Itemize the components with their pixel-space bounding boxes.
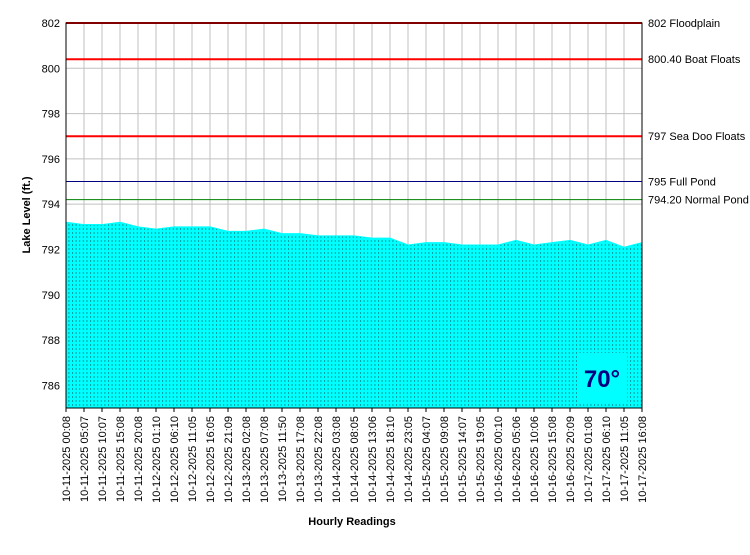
x-tick-label: 10-16-2025 00:10 <box>493 416 505 503</box>
x-tick-label: 10-17-2025 06:10 <box>601 416 613 503</box>
x-tick-label: 10-12-2025 11:05 <box>187 416 199 502</box>
reference-label: 797 Sea Doo Floats <box>648 131 746 143</box>
x-tick-label: 10-17-2025 11:05 <box>619 416 631 502</box>
annotation: 70° <box>584 366 620 393</box>
x-tick-label: 10-16-2025 05:06 <box>511 416 523 503</box>
x-tick-label: 10-11-2025 20:08 <box>133 416 145 502</box>
x-tick-label: 10-14-2025 18:10 <box>385 416 397 503</box>
x-tick-label: 10-11-2025 05:07 <box>79 416 91 502</box>
annotation-box <box>577 353 627 403</box>
x-tick-label: 10-14-2025 23:05 <box>403 416 415 503</box>
x-axis-title: Hourly Readings <box>308 516 395 528</box>
x-tick-label: 10-14-2025 08:05 <box>349 416 361 503</box>
y-tick-label: 788 <box>42 335 60 347</box>
y-tick-label: 792 <box>42 244 60 256</box>
x-tick-label: 10-16-2025 15:08 <box>547 416 559 503</box>
area <box>65 221 643 409</box>
x-tick-label: 10-11-2025 10:07 <box>97 416 109 502</box>
x-tick-label: 10-12-2025 21:09 <box>223 416 235 503</box>
x-tick-label: 10-11-2025 15:08 <box>115 416 127 502</box>
x-tick-label: 10-16-2025 20:09 <box>565 416 577 503</box>
x-tick-label: 10-11-2025 00:08 <box>61 416 73 502</box>
y-axis-title: Lake Level (ft.) <box>21 176 33 253</box>
y-tick-label: 786 <box>42 380 60 392</box>
x-tick-label: 10-15-2025 14:07 <box>457 416 469 503</box>
y-tick-label: 802 <box>42 18 60 30</box>
reference-label: 794.20 Normal Pond <box>648 195 749 207</box>
y-tick-label: 794 <box>42 199 60 211</box>
x-tick-label: 10-13-2025 07:08 <box>259 416 271 503</box>
y-tick-label: 800 <box>42 63 60 75</box>
x-tick-label: 10-13-2025 02:08 <box>241 416 253 503</box>
x-tick-label: 10-14-2025 03:08 <box>331 416 343 503</box>
x-tick-label: 10-13-2025 17:08 <box>295 416 307 503</box>
reference-label: 795 Full Pond <box>648 177 716 189</box>
x-tick-label: 10-15-2025 04:07 <box>421 416 433 503</box>
x-tick-label: 10-13-2025 11:50 <box>277 416 289 502</box>
x-tick-label: 10-17-2025 16:08 <box>637 416 649 503</box>
x-tick-label: 10-15-2025 19:05 <box>475 416 487 503</box>
x-tick-label: 10-12-2025 01:10 <box>151 416 163 503</box>
reference-label: 802 Floodplain <box>648 18 720 30</box>
x-tick-label: 10-12-2025 16:05 <box>205 416 217 503</box>
y-tick-label: 790 <box>42 290 60 302</box>
y-tick-label: 798 <box>42 109 60 121</box>
y-tick-label: 796 <box>42 154 60 166</box>
reference-label: 800.40 Boat Floats <box>648 54 741 66</box>
x-tick-label: 10-12-2025 06:10 <box>169 416 181 503</box>
x-tick-label: 10-13-2025 22:08 <box>313 416 325 503</box>
x-tick-label: 10-17-2025 01:08 <box>583 416 595 503</box>
x-tick-label: 10-16-2025 10:06 <box>529 416 541 503</box>
x-tick-label: 10-15-2025 09:08 <box>439 416 451 503</box>
x-tick-label: 10-14-2025 13:06 <box>367 416 379 503</box>
